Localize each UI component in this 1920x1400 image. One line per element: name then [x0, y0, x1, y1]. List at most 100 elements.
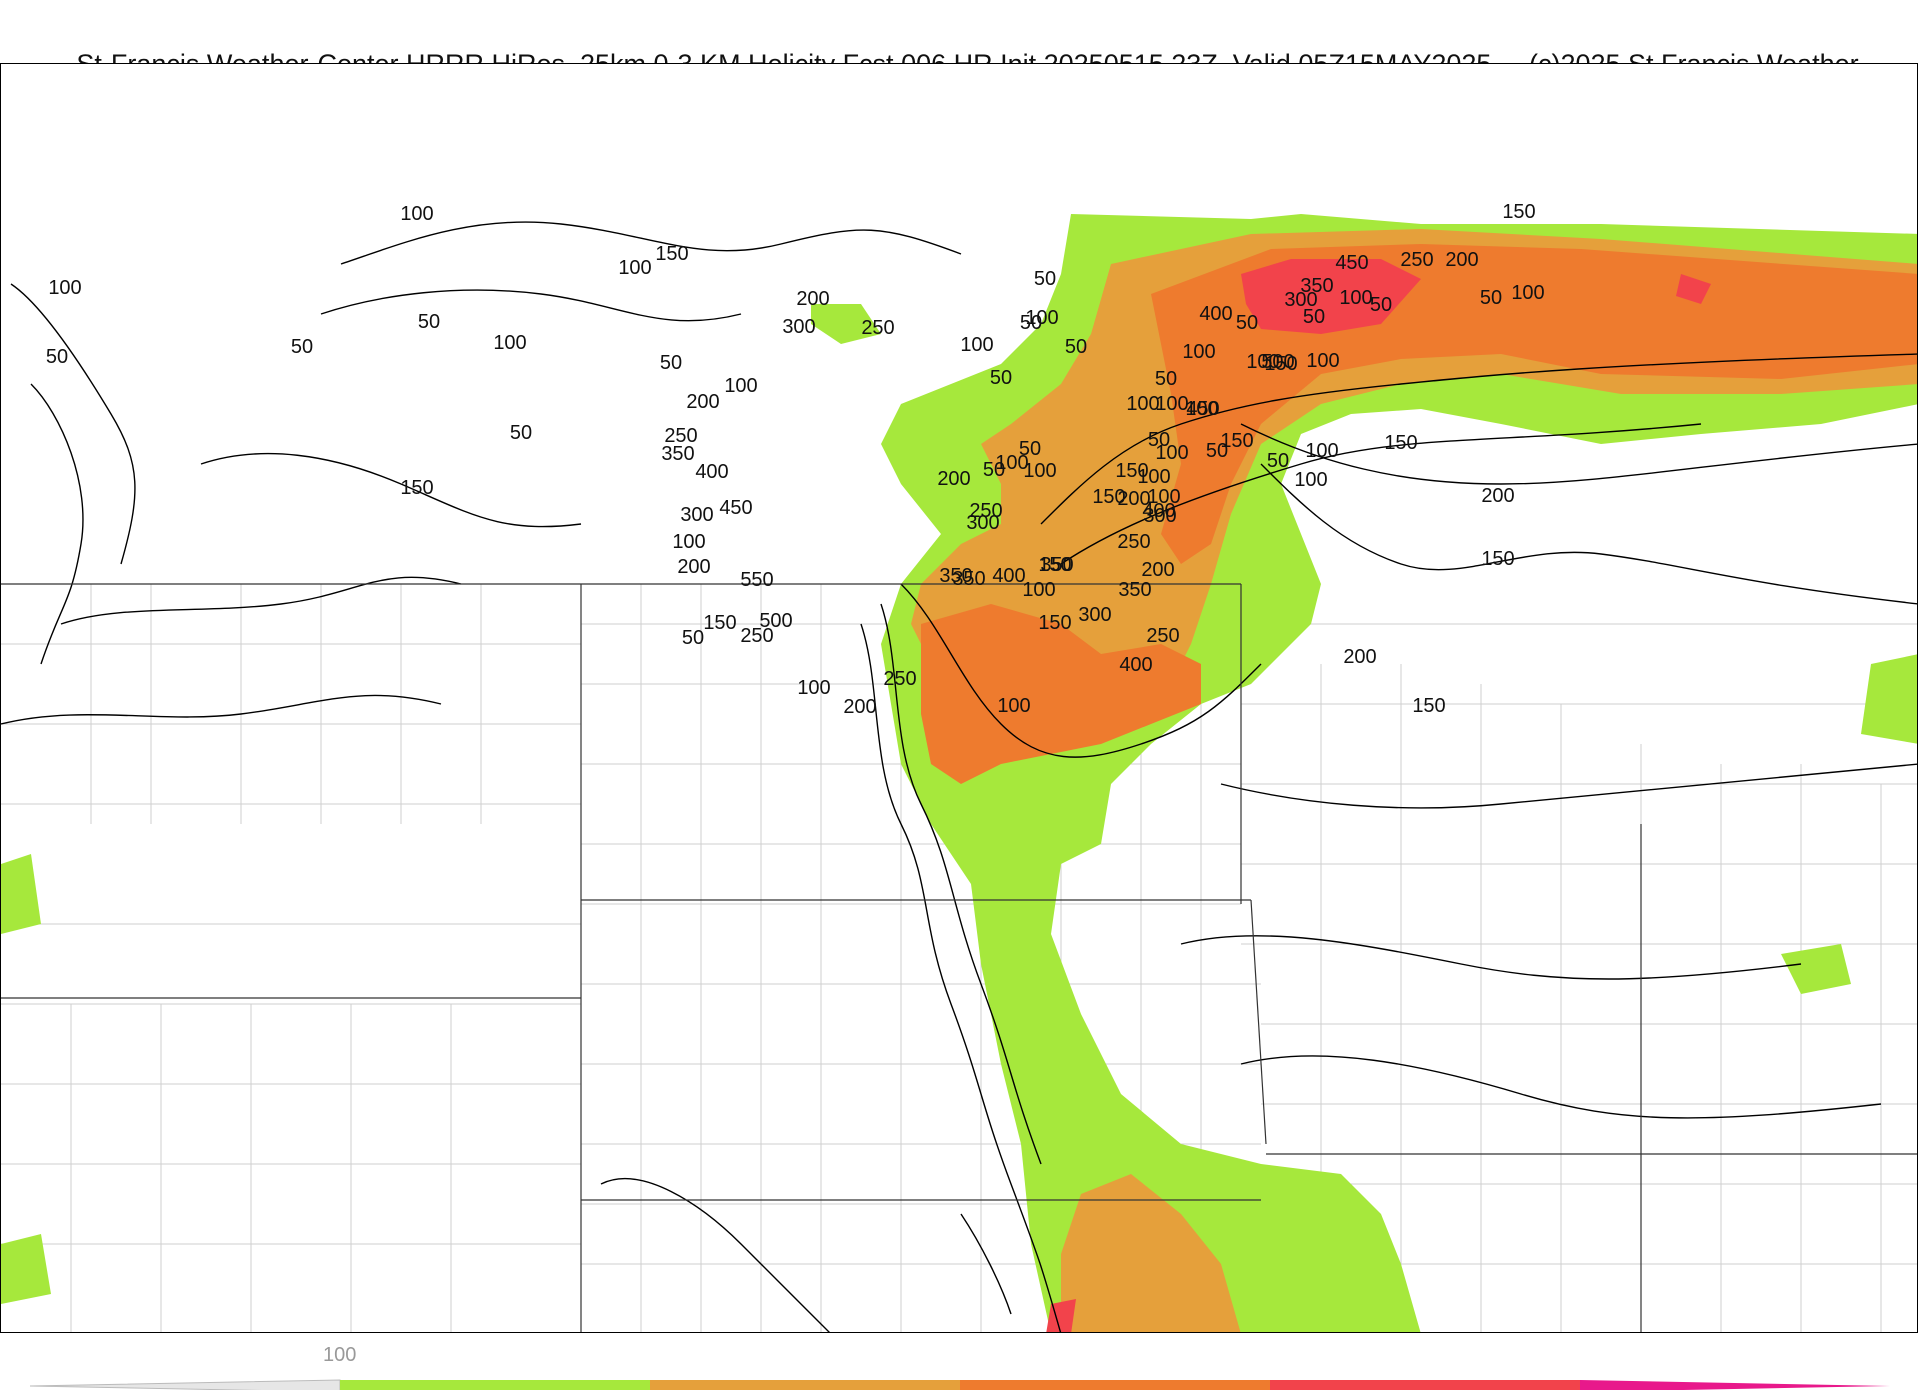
- contour-label: 150: [1038, 554, 1071, 576]
- contour-label: 200: [937, 468, 970, 490]
- contour-label: 150: [400, 477, 433, 499]
- contour-label: 350: [1118, 579, 1151, 601]
- contour-label: 100: [1155, 442, 1188, 464]
- contour-label: 100: [1023, 460, 1056, 482]
- contour-label: 250: [1400, 249, 1433, 271]
- contour-label: 150: [1220, 430, 1253, 452]
- contour-label: 150: [655, 243, 688, 265]
- contour-label: 250: [664, 425, 697, 447]
- contour-label: 150: [1384, 432, 1417, 454]
- band-300-south: [1061, 1174, 1241, 1332]
- contour-label: 250: [969, 500, 1002, 522]
- contour-label: 200: [677, 556, 710, 578]
- contour-label: 150: [1264, 353, 1297, 375]
- contour-label: 250: [861, 317, 894, 339]
- band-600-east: [1676, 274, 1711, 304]
- colorbar-strip: [30, 1379, 1890, 1390]
- contour-label: 50: [983, 459, 1005, 481]
- contour-label: 50: [1236, 312, 1258, 334]
- contour-label: 100: [1137, 466, 1170, 488]
- band-100-patch-sw: [1, 1234, 51, 1304]
- contour-label: 100: [1155, 393, 1188, 415]
- contour-label: 100: [48, 277, 81, 299]
- contour-label: 50: [1065, 336, 1087, 358]
- contour-label: 350: [1040, 554, 1073, 576]
- contour-label: 400: [1119, 654, 1152, 676]
- band-100-patch-l: [1, 854, 41, 934]
- contour-label: 50: [1020, 312, 1042, 334]
- contour-label: 350: [939, 565, 972, 587]
- contour-label: 100: [1025, 307, 1058, 329]
- contour-label: 100: [1182, 341, 1215, 363]
- contour-label: 300: [1143, 505, 1176, 527]
- contour-label: 450: [719, 497, 752, 519]
- contour-label: 100: [1126, 393, 1159, 415]
- contour-label: 100: [1305, 440, 1338, 462]
- contour-label: 450: [1335, 252, 1368, 274]
- contour-label: 200: [1445, 249, 1478, 271]
- contour-label: 200: [843, 696, 876, 718]
- contour-label: 300: [782, 316, 815, 338]
- band-100-patch-e: [1861, 654, 1917, 744]
- contour-label: 400: [695, 461, 728, 483]
- contour-label: 250: [883, 668, 916, 690]
- contour-label: 50: [1148, 429, 1170, 451]
- contour-label: 50: [1155, 368, 1177, 390]
- contour-label: 50: [418, 311, 440, 333]
- band-450-central: [921, 604, 1201, 784]
- contour-label: 150: [703, 612, 736, 634]
- contour-label: 200: [1117, 488, 1150, 510]
- contour-label: 100: [960, 334, 993, 356]
- contour-label: 100: [1339, 287, 1372, 309]
- contour-label: 400: [992, 565, 1025, 587]
- contour-label: 50: [1019, 438, 1041, 460]
- contour-label: 300: [680, 504, 713, 526]
- helicity-fill: [1, 214, 1917, 1332]
- colorbar-tick-label: 100: [323, 1344, 357, 1366]
- state-borders: [1, 583, 1917, 1332]
- contour-label: 300: [966, 512, 999, 534]
- contour-label: 250: [740, 625, 773, 647]
- contour-label: 100: [1185, 398, 1218, 420]
- contour-label: 50: [1034, 268, 1056, 290]
- contour-label: 50: [46, 346, 68, 368]
- contour-label: 350: [952, 568, 985, 590]
- contour-label: 150: [1115, 460, 1148, 482]
- contour-label: 350: [1300, 275, 1333, 297]
- contour-label: 50: [1303, 306, 1325, 328]
- contour-label: 50: [1370, 294, 1392, 316]
- contour-label: 100: [493, 332, 526, 354]
- contour-label: 300: [1078, 604, 1111, 626]
- contour-label: 100: [1294, 469, 1327, 491]
- contour-label: 50: [291, 336, 313, 358]
- contour-label: 100: [997, 695, 1030, 717]
- contour-label: 150: [1412, 695, 1445, 717]
- contour-label: 400: [1199, 303, 1232, 325]
- contour-label: 150: [1481, 548, 1514, 570]
- contour-label: 550: [740, 569, 773, 591]
- contour-label: 200: [1343, 646, 1376, 668]
- contour-label: 100: [1147, 486, 1180, 508]
- contour-label: 200: [1141, 559, 1174, 581]
- contour-label: 100: [1022, 579, 1055, 601]
- contour-label: 350: [661, 443, 694, 465]
- contour-label: 100: [1306, 350, 1339, 372]
- contour-label: 50: [682, 627, 704, 649]
- contour-label: 200: [1481, 485, 1514, 507]
- helicity-map: 100 150 100 100 50 50 50 100 200 300 250 50 100 200 25…: [0, 63, 1918, 1333]
- contour-label: 50: [1206, 440, 1228, 462]
- contour-label: 150: [1092, 486, 1125, 508]
- band-600-north: [1241, 259, 1421, 334]
- contour-label: 250: [1146, 625, 1179, 647]
- contour-label: 100: [995, 452, 1028, 474]
- contour-label: 300: [1284, 289, 1317, 311]
- contour-label: 50: [1480, 287, 1502, 309]
- contour-label: 500: [1261, 351, 1294, 373]
- contour-label: 50: [1267, 450, 1289, 472]
- contour-label: 100: [400, 203, 433, 225]
- contour-label: 100: [672, 531, 705, 553]
- contour-label: 200: [796, 288, 829, 310]
- colorbar: 100: [30, 1340, 1890, 1390]
